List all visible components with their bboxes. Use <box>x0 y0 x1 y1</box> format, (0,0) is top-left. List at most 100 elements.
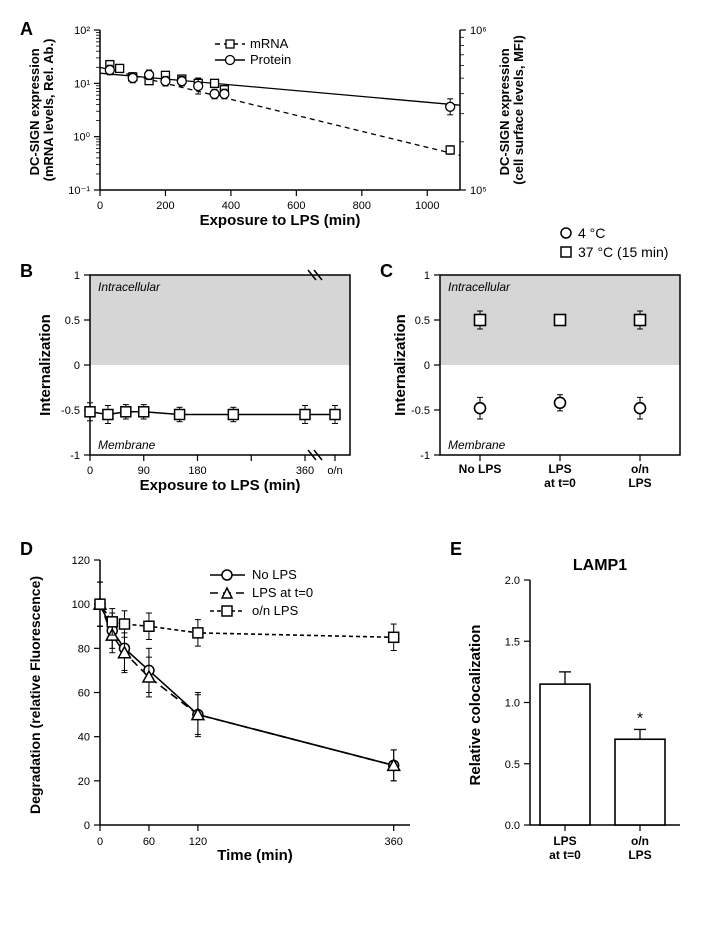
panel-d-legend-lps0: LPS at t=0 <box>252 585 313 600</box>
svg-text:800: 800 <box>353 200 371 212</box>
panel-b-intracellular: Intracellular <box>98 280 161 294</box>
panel-a-x-ticks: 02004006008001000 <box>97 190 440 212</box>
panel-a-xlabel: Exposure to LPS (min) <box>200 212 361 229</box>
panel-c-ylabel: Internalization <box>392 314 409 416</box>
panel-d-points <box>94 582 400 781</box>
svg-text:-1: -1 <box>420 450 430 462</box>
svg-text:LPS: LPS <box>628 848 651 862</box>
panel-b-y-ticks: -1 -0.5 0 0.5 1 <box>61 270 90 462</box>
svg-text:0: 0 <box>97 200 103 212</box>
panel-d-xlabel: Time (min) <box>217 847 293 864</box>
svg-text:10⁶: 10⁶ <box>470 25 487 37</box>
panel-b-x-ticks: 0 90 180 360 o/n <box>87 455 343 477</box>
panel-c-legend-37c: 37 °C (15 min) <box>578 244 668 260</box>
svg-text:0.0: 0.0 <box>505 820 520 832</box>
svg-text:10¹: 10¹ <box>74 78 90 90</box>
svg-text:o/n: o/n <box>631 834 649 848</box>
svg-text:-1: -1 <box>70 450 80 462</box>
svg-text:360: 360 <box>385 836 403 848</box>
svg-text:LPS: LPS <box>548 462 571 476</box>
svg-text:2.0: 2.0 <box>505 575 520 587</box>
panel-a-protein-series <box>105 65 454 115</box>
panel-d: D 0 20 40 60 80 100 120 0 60 120 360 Degradation … <box>20 539 410 864</box>
panel-a-mrna-series <box>106 60 454 154</box>
svg-text:20: 20 <box>78 776 90 788</box>
panel-c-legend-4c: 4 °C <box>578 225 605 241</box>
svg-text:No LPS: No LPS <box>459 462 502 476</box>
panel-b-xlabel: Exposure to LPS (min) <box>140 477 301 494</box>
panel-b-ylabel: Internalization <box>37 314 54 416</box>
panel-d-legend: No LPS LPS at t=0 o/n LPS <box>210 567 313 618</box>
panel-e-label: E <box>450 539 462 559</box>
panel-a-right-ticks: 10⁵ 10⁶ <box>460 25 487 197</box>
svg-text:10⁵: 10⁵ <box>470 185 487 197</box>
svg-text:1.0: 1.0 <box>505 698 520 710</box>
panel-a-label: A <box>20 19 33 39</box>
svg-text:1000: 1000 <box>415 200 439 212</box>
svg-text:60: 60 <box>143 836 155 848</box>
svg-text:0: 0 <box>74 360 80 372</box>
panel-b-membrane: Membrane <box>98 438 156 452</box>
panel-d-label: D <box>20 539 33 559</box>
svg-text:-0.5: -0.5 <box>411 405 430 417</box>
panel-a-protein-fit <box>100 73 460 105</box>
svg-text:120: 120 <box>72 555 90 567</box>
panel-e-x-ticks: LPSat t=0o/nLPS <box>549 825 652 862</box>
panel-a-legend-mrna: mRNA <box>250 36 289 51</box>
svg-text:o/n: o/n <box>631 462 649 476</box>
panel-b: B -1 -0.5 0 0.5 1 0 90 180 360 o/n Intracellular… <box>20 261 350 494</box>
panel-d-x-ticks: 0 60 120 360 <box>97 825 403 848</box>
svg-text:0.5: 0.5 <box>65 315 80 327</box>
svg-text:1.5: 1.5 <box>505 636 520 648</box>
panel-c-x-ticks: No LPSLPSat t=0o/nLPS <box>459 455 652 490</box>
svg-text:40: 40 <box>78 732 90 744</box>
svg-text:0: 0 <box>87 465 93 477</box>
svg-text:o/n: o/n <box>327 465 342 477</box>
panel-a-legend: mRNA Protein <box>215 36 291 67</box>
panel-c: C -1-0.500.51 No LPSLPSat t=0o/nLPS Intr… <box>380 225 680 490</box>
svg-text:60: 60 <box>78 688 90 700</box>
svg-text:10⁰: 10⁰ <box>73 132 90 144</box>
svg-text:600: 600 <box>287 200 305 212</box>
panel-c-membrane: Membrane <box>448 438 506 452</box>
panel-a: A 10⁻¹10⁰10¹10² 10⁵10⁶ 02004006008001000… <box>20 19 526 229</box>
figure-svg: A 10⁻¹10⁰10¹10² 10⁵10⁶ 02004006008001000… <box>10 10 698 926</box>
svg-text:1: 1 <box>424 270 430 282</box>
svg-text:LPS: LPS <box>628 476 651 490</box>
panel-c-legend: 4 °C 37 °C (15 min) <box>561 225 668 260</box>
panel-c-y-ticks: -1 -0.5 0 0.5 1 <box>411 270 440 462</box>
svg-text:0: 0 <box>97 836 103 848</box>
svg-text:90: 90 <box>138 465 150 477</box>
svg-text:0: 0 <box>424 360 430 372</box>
panel-a-ylabel-right: DC-SIGN expression (cell surface levels,… <box>497 35 526 185</box>
svg-text:*: * <box>637 710 643 727</box>
panel-e-ylabel: Relative colocalization <box>467 625 484 786</box>
panel-c-label: C <box>380 261 393 281</box>
svg-text:10²: 10² <box>74 25 90 37</box>
svg-text:1: 1 <box>74 270 80 282</box>
svg-text:80: 80 <box>78 643 90 655</box>
panel-e-bars: * <box>540 672 665 825</box>
panel-a-mrna-fit <box>100 67 460 155</box>
svg-text:100: 100 <box>72 599 90 611</box>
svg-text:200: 200 <box>156 200 174 212</box>
panel-d-ylabel: Degradation (relative Fluorescence) <box>27 576 43 814</box>
panel-d-legend-nolps: No LPS <box>252 567 297 582</box>
svg-text:at t=0: at t=0 <box>549 848 581 862</box>
svg-text:0: 0 <box>84 820 90 832</box>
figure-container: A 10⁻¹10⁰10¹10² 10⁵10⁶ 02004006008001000… <box>10 10 698 926</box>
svg-text:180: 180 <box>188 465 206 477</box>
svg-text:120: 120 <box>189 836 207 848</box>
panel-a-ylabel-left: DC-SIGN expression (mRNA levels, Rel. Ab… <box>27 39 56 182</box>
svg-text:360: 360 <box>296 465 314 477</box>
svg-text:0.5: 0.5 <box>415 315 430 327</box>
panel-e: E LAMP1 0.00.51.01.52.0 * LPSat t=0o/nLP… <box>450 539 680 862</box>
panel-e-title: LAMP1 <box>573 557 627 574</box>
panel-c-intracellular: Intracellular <box>448 280 511 294</box>
panel-e-y-ticks: 0.00.51.01.52.0 <box>505 575 530 832</box>
panel-d-y-ticks: 0 20 40 60 80 100 120 <box>72 555 100 832</box>
panel-b-label: B <box>20 261 33 281</box>
panel-b-series <box>85 403 340 424</box>
svg-text:-0.5: -0.5 <box>61 405 80 417</box>
panel-a-left-ticks: 10⁻¹10⁰10¹10² <box>68 25 100 197</box>
